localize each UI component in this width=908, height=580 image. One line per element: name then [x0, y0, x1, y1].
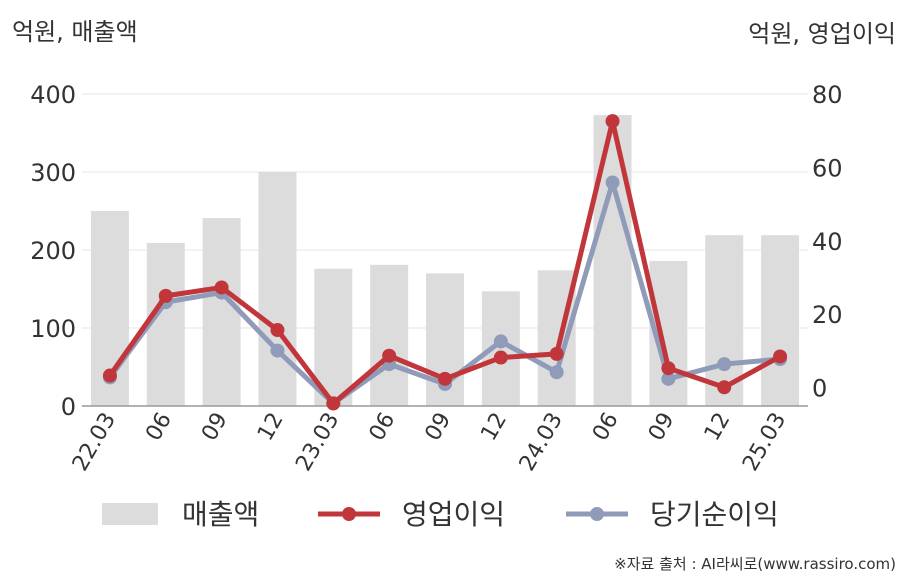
legend-marker-net-income: [590, 507, 604, 521]
right-tick-label: 40: [812, 228, 843, 256]
x-tick-label: 12: [476, 409, 512, 446]
x-tick-label: 23.03: [291, 409, 344, 476]
right-axis-unit-label: 억원, 영업이익: [748, 20, 896, 48]
x-tick-label: 12: [700, 409, 736, 446]
point-operating-profit: [214, 280, 229, 295]
x-tick-label: 12: [253, 409, 289, 446]
bar-revenue: [146, 242, 185, 406]
x-tick-label: 06: [588, 409, 624, 446]
point-operating-profit: [661, 361, 676, 376]
x-tick-label: 09: [421, 409, 457, 446]
point-net-income: [717, 357, 732, 372]
point-operating-profit: [382, 348, 397, 363]
legend-marker-operating-profit: [342, 507, 356, 521]
x-tick-label: 24.03: [515, 409, 568, 476]
x-tick-label: 06: [365, 409, 401, 446]
left-tick-label: 300: [30, 159, 76, 187]
legend-swatch-revenue: [102, 503, 158, 525]
point-net-income: [661, 371, 676, 386]
point-net-income: [549, 365, 564, 380]
source-note: ※자료 출처 : AI라씨로(www.rassiro.com): [614, 555, 896, 573]
bar-revenue: [202, 218, 241, 406]
point-operating-profit: [326, 396, 341, 411]
left-tick-label: 400: [30, 81, 76, 109]
point-operating-profit: [773, 349, 788, 364]
point-net-income: [270, 343, 285, 358]
point-operating-profit: [493, 350, 508, 365]
point-operating-profit: [158, 288, 173, 303]
x-tick-label: 09: [197, 409, 233, 446]
left-tick-label: 200: [30, 237, 76, 265]
right-tick-label: 20: [812, 301, 843, 329]
bar-revenue: [258, 172, 297, 406]
point-operating-profit: [438, 371, 452, 386]
left-tick-label: 100: [30, 315, 76, 343]
x-tick-label: 06: [141, 409, 177, 446]
legend-label-revenue: 매출액: [182, 498, 259, 531]
bar-revenue: [761, 235, 800, 406]
point-operating-profit: [605, 114, 620, 129]
left-axis-unit-label: 억원, 매출액: [12, 18, 138, 46]
x-tick-label: 25.03: [738, 409, 791, 476]
point-net-income: [493, 334, 508, 349]
bar-revenue: [370, 264, 409, 406]
legend-label-net-income: 당기순이익: [650, 498, 779, 531]
right-tick-label: 60: [812, 154, 843, 182]
right-tick-label: 80: [812, 81, 843, 109]
left-tick-label: 0: [61, 393, 76, 421]
point-operating-profit: [102, 368, 117, 383]
right-tick-label: 0: [812, 375, 827, 403]
x-tick-label: 09: [644, 409, 680, 446]
legend-label-operating-profit: 영업이익: [402, 498, 505, 531]
point-net-income: [605, 175, 620, 190]
bar-revenue: [593, 115, 632, 406]
point-operating-profit: [549, 346, 564, 361]
point-operating-profit: [717, 380, 732, 395]
point-operating-profit: [270, 323, 285, 338]
